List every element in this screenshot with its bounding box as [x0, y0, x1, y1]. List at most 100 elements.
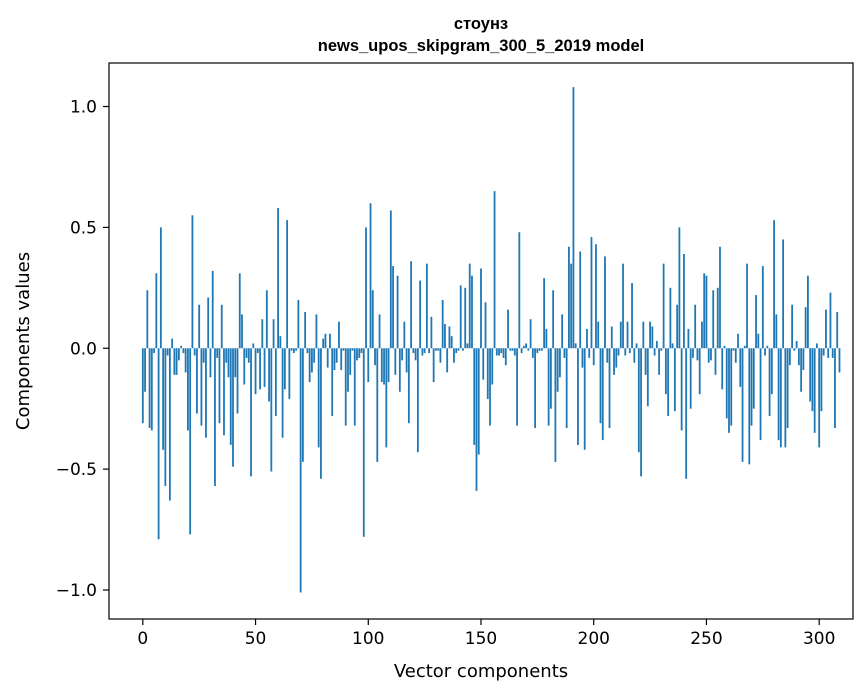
bar-83	[329, 333, 331, 349]
bar-180	[547, 348, 550, 426]
bar-3	[148, 348, 151, 429]
bar-66	[290, 348, 293, 351]
bar-270	[750, 348, 753, 426]
bar-31	[211, 270, 214, 349]
bar-195	[581, 348, 584, 368]
bar-305	[829, 292, 832, 349]
bar-220	[637, 348, 640, 453]
bar-48	[250, 348, 252, 477]
bar-20	[187, 348, 189, 431]
bar-175	[536, 348, 539, 354]
bar-304	[827, 348, 830, 358]
bar-59	[274, 348, 277, 416]
bar-198	[588, 348, 591, 358]
bar-158	[498, 348, 500, 356]
bar-94	[353, 348, 356, 426]
bar-17	[180, 345, 183, 349]
bar-240	[683, 253, 685, 349]
bar-23	[193, 348, 196, 356]
bar-7	[157, 348, 160, 540]
y-tick-label: 1.0	[70, 98, 97, 118]
bar-285	[784, 348, 787, 448]
bar-150	[480, 268, 482, 349]
bar-36	[223, 348, 225, 436]
bar-91	[347, 348, 349, 392]
bar-185	[559, 348, 561, 378]
bar-103	[374, 348, 376, 366]
bar-64	[286, 220, 289, 349]
bar-121	[414, 348, 417, 361]
bar-253	[712, 290, 715, 349]
bar-234	[669, 287, 672, 349]
bar-82	[326, 348, 329, 368]
bar-306	[831, 348, 834, 358]
bar-119	[410, 261, 413, 349]
y-tick-label: 0.0	[70, 339, 97, 359]
bar-105	[378, 314, 381, 349]
bar-18	[182, 348, 185, 354]
bar-276	[764, 348, 766, 356]
bar-109	[387, 348, 390, 383]
bar-205	[604, 256, 606, 349]
bar-226	[651, 326, 654, 349]
bar-255	[716, 287, 719, 349]
bar-183	[554, 348, 557, 462]
bar-291	[797, 348, 800, 366]
x-axis-label: Vector components	[394, 661, 568, 682]
x-tick-label: 100	[352, 629, 384, 649]
bar-245	[694, 304, 697, 349]
y-axis-label: Components values	[13, 252, 34, 430]
bar-222	[642, 321, 645, 349]
bar-40	[232, 348, 234, 467]
bar-166	[516, 348, 518, 426]
bar-173	[531, 348, 534, 358]
bar-47	[247, 348, 250, 363]
bar-252	[710, 348, 712, 361]
bar-265	[739, 348, 742, 387]
bar-303	[825, 309, 827, 349]
bar-182	[552, 290, 555, 349]
bar-69	[297, 299, 300, 349]
bar-162	[507, 309, 509, 349]
bar-229	[658, 348, 661, 375]
bar-221	[640, 348, 642, 477]
bar-277	[766, 345, 769, 349]
bar-12	[168, 348, 171, 501]
bar-106	[380, 348, 383, 383]
bar-227	[653, 348, 656, 356]
bar-84	[331, 348, 334, 416]
bar-26	[200, 348, 203, 426]
bar-201	[595, 244, 597, 349]
bar-139	[455, 348, 458, 354]
bar-10	[164, 348, 167, 487]
bar-140	[457, 348, 460, 351]
bar-143	[464, 287, 467, 349]
bar-199	[590, 237, 593, 349]
bar-44	[241, 314, 243, 349]
bar-258	[723, 345, 726, 349]
bar-262	[732, 348, 735, 351]
bar-293	[802, 348, 805, 371]
bar-176	[538, 348, 541, 351]
x-tick-label: 200	[578, 629, 610, 649]
bar-224	[646, 348, 649, 407]
bar-50	[254, 348, 257, 395]
bar-37	[225, 348, 228, 363]
bar-210	[615, 348, 618, 368]
bar-278	[768, 348, 771, 416]
bar-263	[734, 348, 737, 363]
bar-30	[209, 348, 212, 378]
bar-65	[288, 348, 291, 400]
bar-164	[511, 348, 514, 351]
bar-206	[606, 348, 609, 363]
bar-232	[664, 348, 667, 395]
bar-215	[626, 321, 629, 349]
bar-212	[619, 321, 622, 349]
bar-225	[649, 321, 651, 349]
bar-163	[509, 348, 512, 351]
bar-70	[299, 348, 302, 593]
bar-108	[385, 348, 388, 448]
bar-288	[791, 304, 794, 349]
y-tick-label: −0.5	[56, 460, 97, 480]
bar-193	[577, 348, 579, 445]
